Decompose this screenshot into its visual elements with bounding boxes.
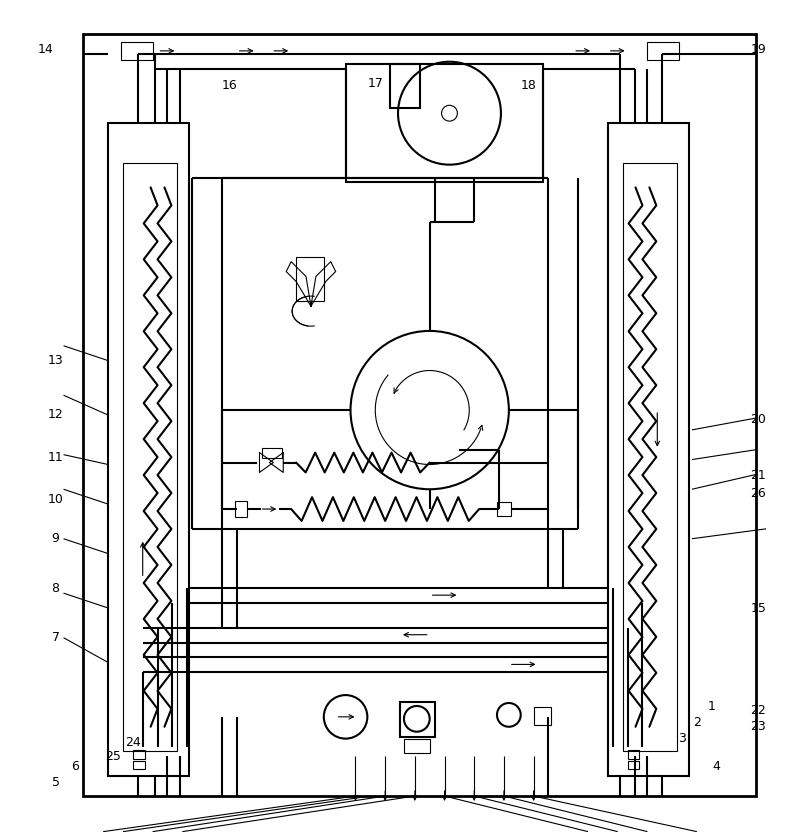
Text: 13: 13 — [48, 354, 63, 367]
Text: 23: 23 — [750, 721, 766, 733]
Text: 19: 19 — [750, 43, 766, 56]
Text: 3: 3 — [678, 732, 686, 745]
Bar — [133, 762, 145, 769]
Circle shape — [442, 105, 458, 121]
Text: 4: 4 — [713, 760, 721, 772]
Text: 24: 24 — [125, 736, 141, 749]
Text: 11: 11 — [48, 451, 63, 464]
Bar — [390, 64, 420, 108]
Text: 25: 25 — [105, 750, 121, 763]
Text: 15: 15 — [750, 601, 766, 614]
Text: 9: 9 — [52, 533, 59, 545]
Text: 16: 16 — [222, 79, 238, 92]
Text: 1: 1 — [708, 701, 716, 713]
Text: 8: 8 — [52, 582, 60, 594]
Text: 6: 6 — [71, 760, 79, 772]
Bar — [608, 123, 689, 777]
Bar — [628, 762, 639, 769]
Text: 20: 20 — [750, 414, 766, 426]
Bar — [647, 42, 679, 59]
Bar — [628, 750, 639, 759]
Bar — [121, 42, 153, 59]
Text: 18: 18 — [521, 79, 537, 92]
Bar — [262, 448, 282, 457]
Bar — [346, 64, 543, 182]
Bar — [133, 750, 145, 759]
Bar — [404, 739, 430, 753]
Text: 22: 22 — [750, 705, 766, 717]
Bar — [400, 702, 434, 737]
Text: 14: 14 — [38, 43, 54, 56]
Bar — [108, 123, 190, 777]
Bar — [83, 34, 756, 796]
Bar — [123, 163, 178, 752]
Bar — [622, 163, 677, 752]
Bar — [497, 502, 511, 516]
Text: 12: 12 — [48, 407, 63, 421]
Text: 21: 21 — [750, 469, 766, 482]
Text: 2: 2 — [693, 716, 701, 729]
Text: 26: 26 — [750, 487, 766, 500]
Bar — [296, 257, 324, 301]
Text: 17: 17 — [367, 77, 383, 90]
Text: 5: 5 — [52, 776, 60, 788]
Text: 7: 7 — [52, 631, 60, 645]
Text: 10: 10 — [48, 492, 63, 506]
Bar — [534, 707, 551, 725]
Bar — [234, 501, 246, 517]
